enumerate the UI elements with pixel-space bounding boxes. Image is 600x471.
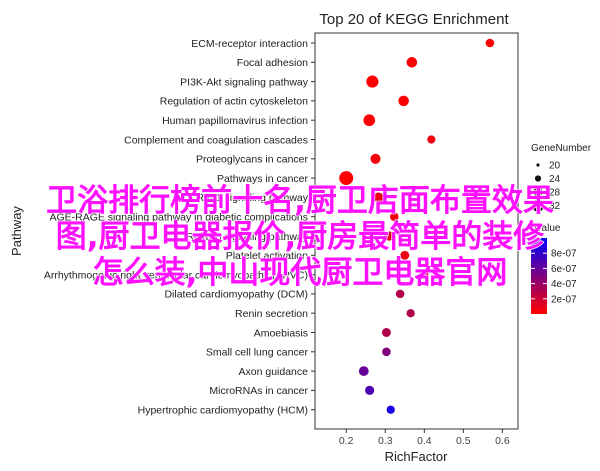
data-point xyxy=(395,289,405,299)
y-tick-label: Human papillomavirus infection xyxy=(162,115,308,127)
size-legend-dot xyxy=(531,199,545,212)
data-point xyxy=(363,114,376,127)
x-tick-label: 0.5 xyxy=(456,435,471,447)
size-legend-label: 20 xyxy=(549,161,561,172)
y-tick-label: Focal adhesion xyxy=(237,57,308,69)
y-tick-label: Regulation of actin cytoskeleton xyxy=(160,96,308,108)
size-legend-dot xyxy=(533,187,543,197)
data-point xyxy=(370,153,381,164)
color-legend-label: 6e-07 xyxy=(551,264,577,275)
data-point xyxy=(406,309,415,318)
y-tick-label: MicroRNAs in cancer xyxy=(209,385,308,397)
y-tick-label: Dilated cardiomyopathy (DCM) xyxy=(164,289,308,301)
data-point xyxy=(427,135,436,144)
size-legend-dot xyxy=(534,175,542,182)
chart-title: Top 20 of KEGG Enrichment xyxy=(319,11,509,28)
color-legend-label: 8e-07 xyxy=(551,249,577,260)
size-legend-label: 24 xyxy=(549,174,561,185)
color-legend-label: 4e-07 xyxy=(551,279,577,290)
x-tick-label: 0.2 xyxy=(339,435,354,447)
x-tick-label: 0.6 xyxy=(495,435,510,447)
data-points xyxy=(339,38,495,414)
y-tick-label: Small cell lung cancer xyxy=(206,347,309,359)
color-legend-label: 2e-07 xyxy=(551,294,577,305)
data-point xyxy=(398,95,409,107)
color-legend-title: qvalue xyxy=(531,223,561,234)
y-tick-label: Relaxin signaling pathway xyxy=(187,231,309,243)
data-point xyxy=(358,366,369,376)
y-tick-label: Platelet activation xyxy=(226,250,308,262)
size-legend-label: 28 xyxy=(549,188,561,199)
y-axis: ECM-receptor interaction Focal adhesion PI… xyxy=(44,38,315,417)
y-tick-label: ECM-receptor interaction xyxy=(191,38,308,50)
y-tick-label: Pathways in cancer xyxy=(217,173,309,185)
y-tick-label: Renin secretion xyxy=(235,308,308,320)
plot-panel xyxy=(314,32,519,430)
y-tick-label: Amoebiasis xyxy=(254,327,308,339)
size-legend: GeneNumber 20 24 28 32 xyxy=(531,143,592,212)
data-point xyxy=(339,171,354,186)
y-tick-label: AGE-RAGE signaling pathway in diabetic c… xyxy=(49,212,308,224)
x-axis: 0.2 0.3 0.4 0.5 0.6 xyxy=(339,429,510,447)
data-point xyxy=(386,405,395,414)
y-tick-label: Hypertrophic cardiomyopathy (HCM) xyxy=(138,405,308,417)
data-point xyxy=(406,57,418,68)
data-point xyxy=(365,385,375,396)
x-axis-label: RichFactor xyxy=(385,449,449,464)
color-legend-bar xyxy=(531,238,547,314)
y-axis-label: Pathway xyxy=(9,206,24,256)
y-tick-label: Complement and coagulation cascades xyxy=(124,134,308,146)
data-point xyxy=(400,250,410,260)
y-tick-label: Rap1 signaling pathway xyxy=(197,192,309,204)
x-tick-label: 0.4 xyxy=(417,435,432,447)
color-legend: qvalue 2e-07 4e-07 6e-07 8e-07 xyxy=(531,223,577,314)
data-point xyxy=(420,270,429,279)
data-point xyxy=(384,231,394,241)
data-point xyxy=(382,347,391,357)
y-tick-label: Axon guidance xyxy=(239,366,309,378)
data-point xyxy=(373,192,384,203)
y-tick-label: PI3K-Akt signaling pathway xyxy=(180,76,309,88)
data-point xyxy=(485,38,495,48)
size-legend-label: 32 xyxy=(549,201,561,212)
size-legend-dot xyxy=(536,163,540,167)
data-point xyxy=(381,328,391,337)
data-point xyxy=(366,75,379,88)
data-point xyxy=(389,212,399,221)
x-tick-label: 0.3 xyxy=(378,435,393,447)
y-tick-label: Proteoglycans in cancer xyxy=(196,154,309,166)
size-legend-title: GeneNumber xyxy=(531,143,592,154)
y-tick-label: Arrhythmogenic right ventricular cardiom… xyxy=(44,269,308,281)
